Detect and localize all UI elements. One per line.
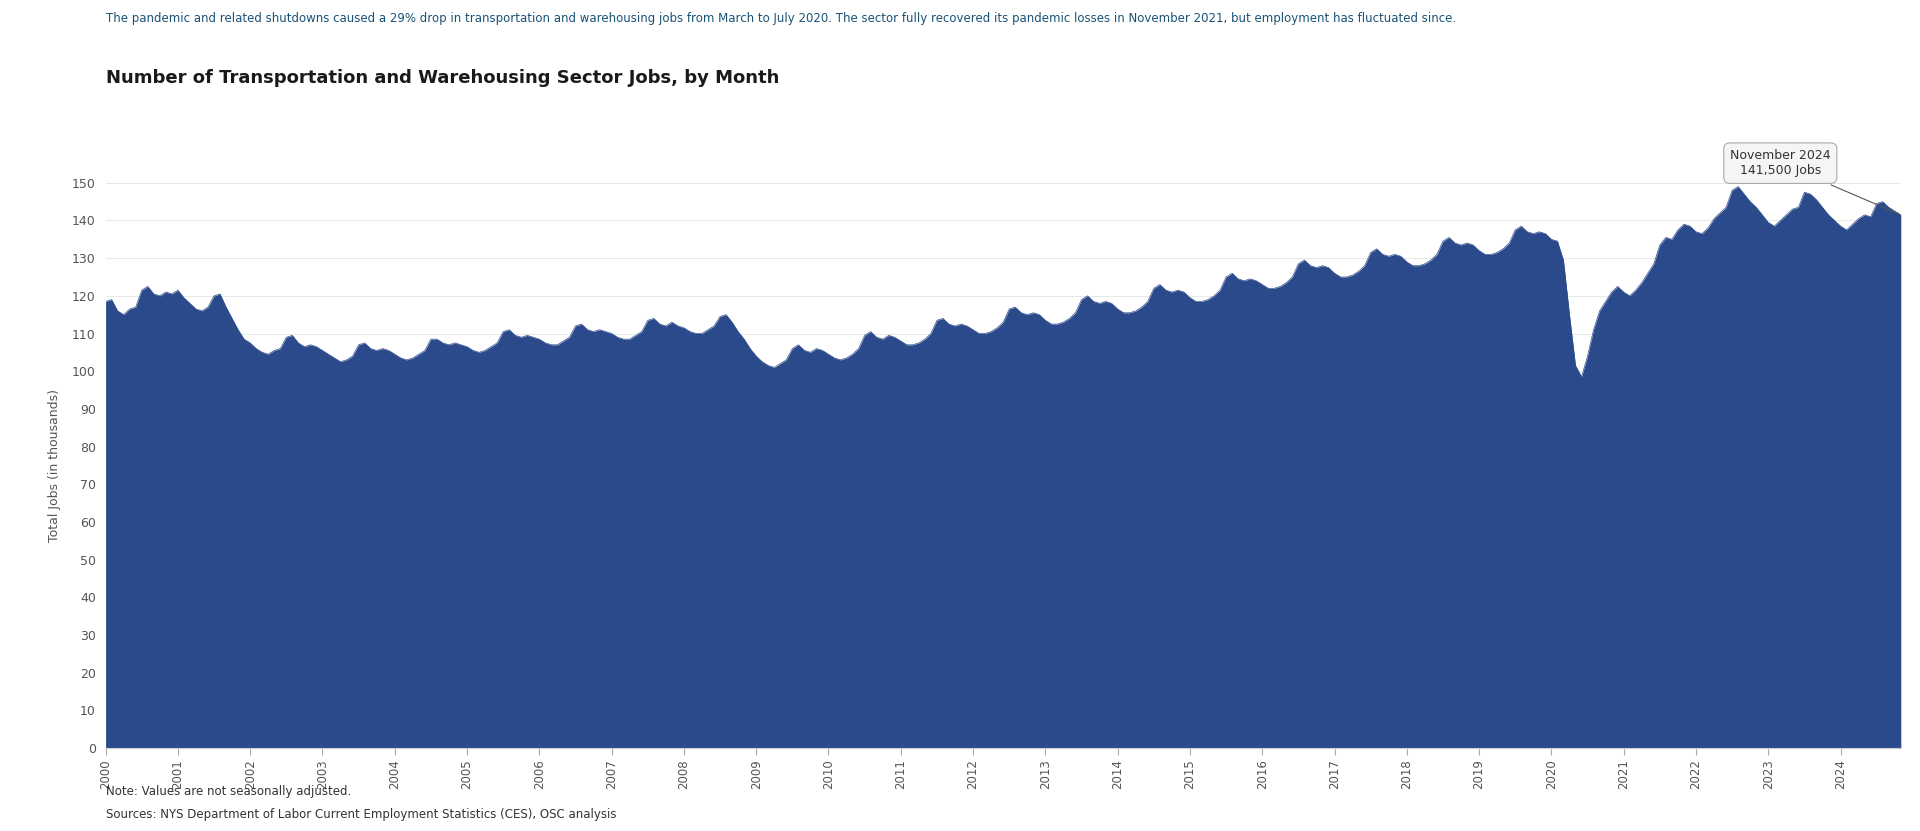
Text: Note: Values are not seasonally adjusted.: Note: Values are not seasonally adjusted… <box>106 785 351 799</box>
Text: Sources: NYS Department of Labor Current Employment Statistics (CES), OSC analys: Sources: NYS Department of Labor Current… <box>106 808 616 821</box>
Y-axis label: Total Jobs (in thousands): Total Jobs (in thousands) <box>48 389 61 542</box>
Text: Number of Transportation and Warehousing Sector Jobs, by Month: Number of Transportation and Warehousing… <box>106 69 780 87</box>
Text: November 2024
141,500 Jobs: November 2024 141,500 Jobs <box>1730 150 1899 214</box>
Text: The pandemic and related shutdowns caused a 29% drop in transportation and wareh: The pandemic and related shutdowns cause… <box>106 12 1455 26</box>
